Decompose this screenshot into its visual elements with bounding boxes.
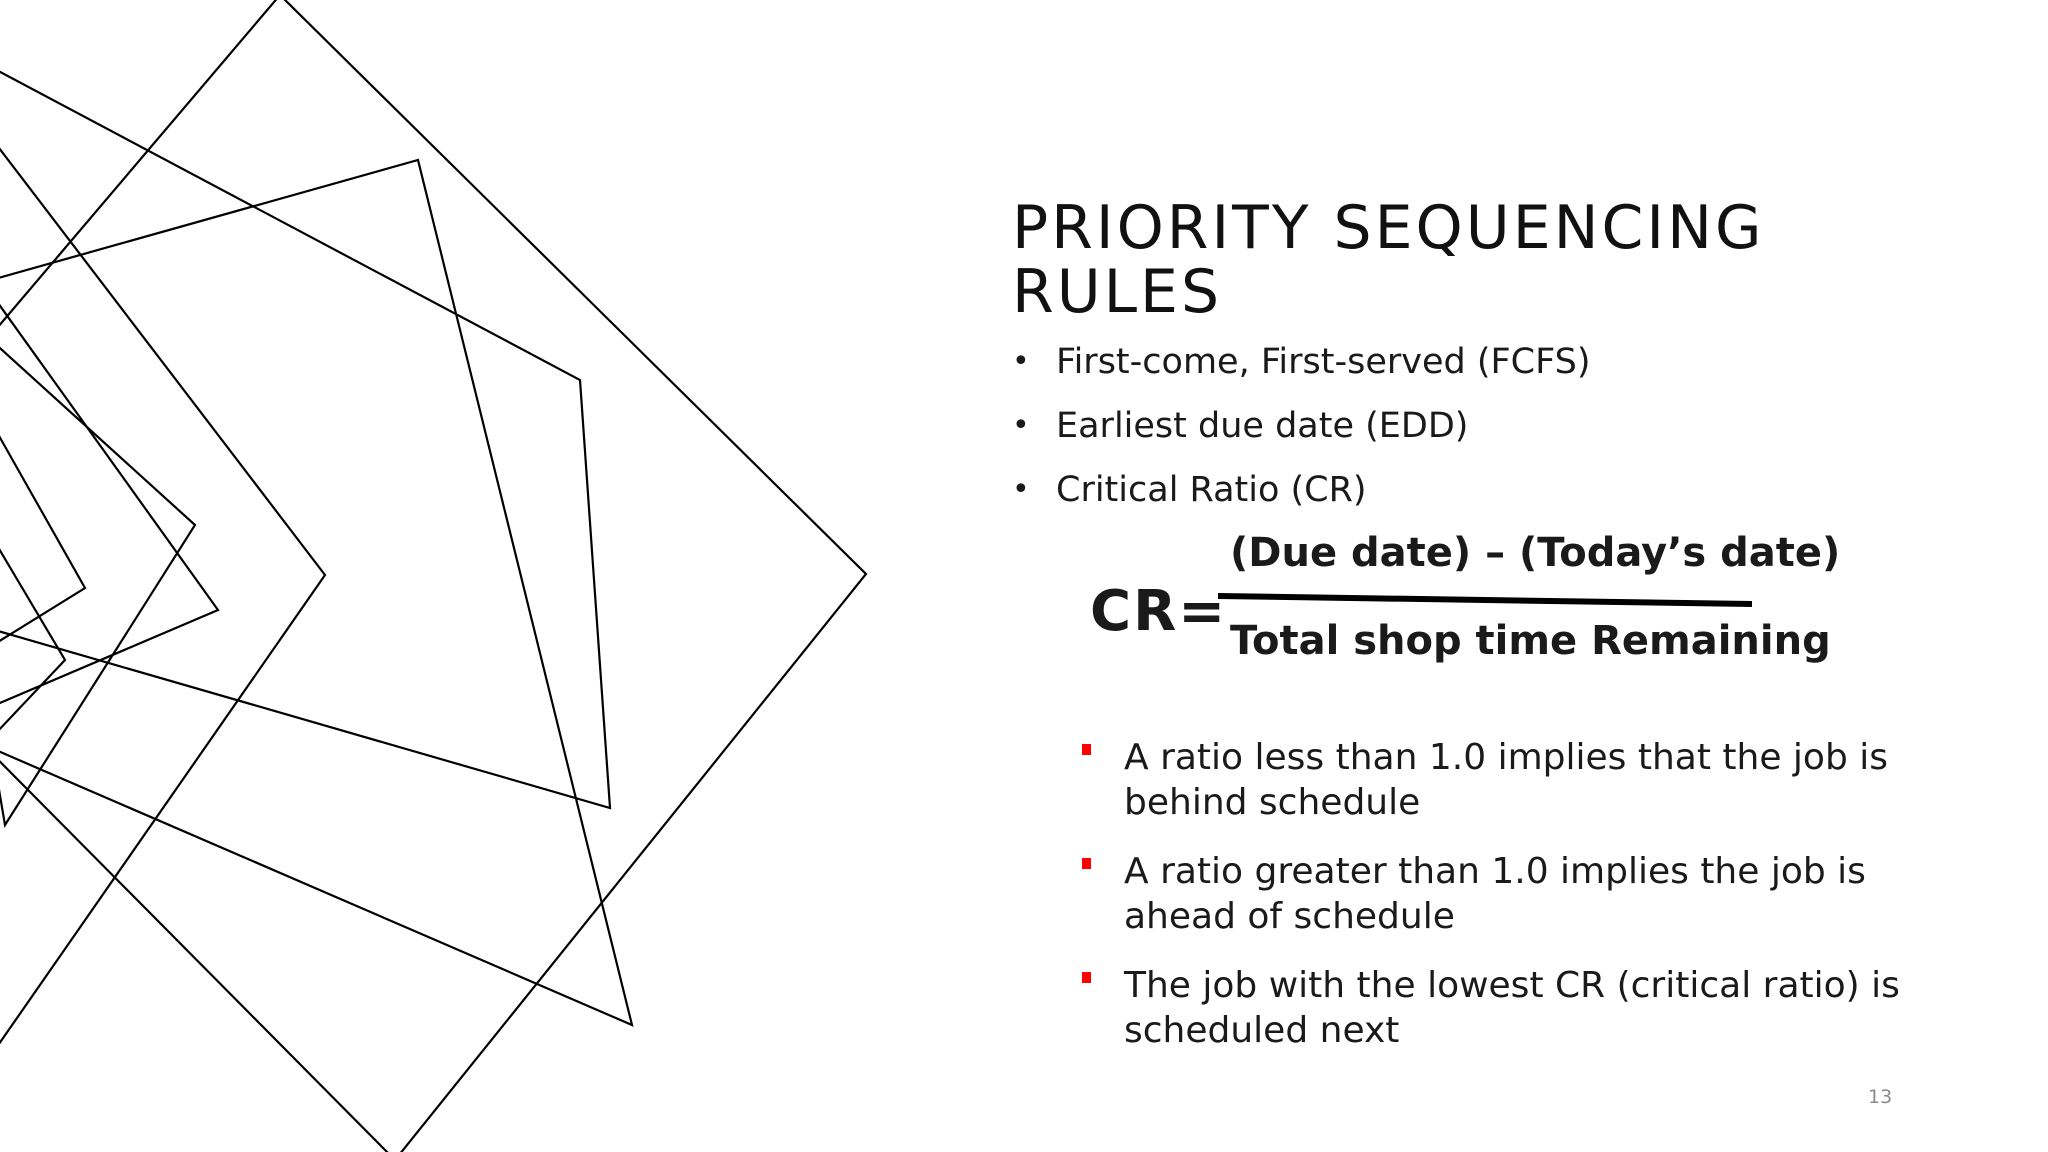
sub-bullet-text: A ratio less than 1.0 implies that the j… (1124, 737, 1888, 823)
bullet-text: Earliest due date (EDD) (1056, 406, 1469, 446)
sub-bullet-text: A ratio greater than 1.0 implies the job… (1124, 851, 1866, 937)
slide-title: PRIORITY SEQUENCING RULES (1012, 193, 1765, 327)
line-art-square-large (0, 0, 868, 1152)
sub-bullet-text: The job with the lowest CR (critical rat… (1124, 965, 1900, 1051)
bullet-dot-icon: • (1012, 344, 1030, 379)
critical-ratio-formula: CR= (Due date) – (Today’s date) Total sh… (1090, 528, 1850, 678)
red-square-bullet-icon (1082, 858, 1091, 869)
formula-denominator: Total shop time Remaining (1230, 618, 1831, 664)
bullet-dot-icon: • (1012, 472, 1030, 507)
bullet-list: • First-come, First-served (FCFS) • Earl… (1012, 340, 1590, 532)
sub-bullet-item: A ratio less than 1.0 implies that the j… (1080, 735, 1900, 825)
bullet-text: First-come, First-served (FCFS) (1056, 342, 1591, 382)
formula-label: CR= (1090, 579, 1228, 644)
fraction-line (1217, 593, 1753, 607)
line-art-square-5 (0, 303, 220, 705)
line-art-square-4 (0, 147, 327, 1045)
line-art-square-2 (0, 70, 612, 810)
page-number: 13 (1868, 1086, 1893, 1108)
bullet-item: • First-come, First-served (FCFS) (1012, 340, 1590, 384)
sub-bullet-item: A ratio greater than 1.0 implies the job… (1080, 849, 1900, 939)
line-art-square-3 (0, 158, 634, 1027)
line-art-square-6 (0, 346, 197, 829)
bullet-item: • Earliest due date (EDD) (1012, 404, 1590, 448)
formula-numerator: (Due date) – (Today’s date) (1230, 530, 1841, 576)
sub-bullet-list: A ratio less than 1.0 implies that the j… (1080, 735, 1900, 1077)
sub-bullet-item: The job with the lowest CR (critical rat… (1080, 963, 1900, 1053)
red-square-bullet-icon (1082, 744, 1091, 755)
bullet-text: Critical Ratio (CR) (1056, 470, 1367, 510)
line-art-square-7 (0, 435, 87, 642)
bullet-item: • Critical Ratio (CR) (1012, 468, 1590, 512)
red-square-bullet-icon (1082, 972, 1091, 983)
line-art-square-8 (0, 548, 67, 731)
bullet-dot-icon: • (1012, 408, 1030, 443)
